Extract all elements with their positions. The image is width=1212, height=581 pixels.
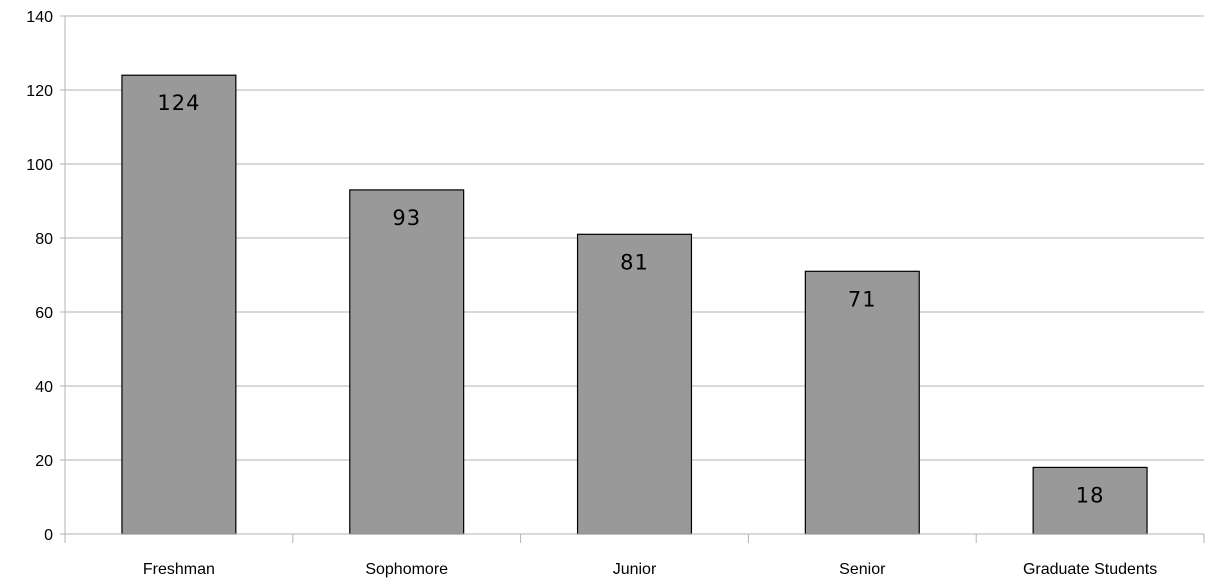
y-tick-label: 40 xyxy=(35,379,53,396)
axes xyxy=(60,15,1205,543)
bar-graduate-students xyxy=(1032,466,1148,535)
data-label: 93 xyxy=(392,206,421,230)
y-tick-label: 0 xyxy=(44,527,53,544)
data-label: 124 xyxy=(157,91,200,115)
x-tick-label: Senior xyxy=(839,561,886,578)
y-tick-label: 20 xyxy=(35,453,53,470)
y-tick-label: 60 xyxy=(35,305,53,322)
y-tick-label: 140 xyxy=(26,9,53,26)
data-label: 81 xyxy=(620,250,649,274)
x-tick-label: Junior xyxy=(613,561,657,578)
x-tick-label: Sophomore xyxy=(365,561,448,578)
bar-freshman xyxy=(121,74,237,535)
y-tick-label: 100 xyxy=(26,157,53,174)
labels: 0 20 40 60 80 100 120 140 124 Freshman 93 Sophomore… xyxy=(26,9,1157,578)
data-label: 71 xyxy=(848,287,877,311)
x-tick-label: Freshman xyxy=(143,561,215,578)
x-tick-label: Graduate Students xyxy=(1023,561,1157,578)
bar-sophomore xyxy=(349,189,465,535)
bar-junior xyxy=(576,233,693,535)
y-tick-label: 120 xyxy=(26,83,53,100)
bars xyxy=(121,74,1148,535)
data-label: 18 xyxy=(1076,483,1105,507)
y-tick-label: 80 xyxy=(35,231,53,248)
